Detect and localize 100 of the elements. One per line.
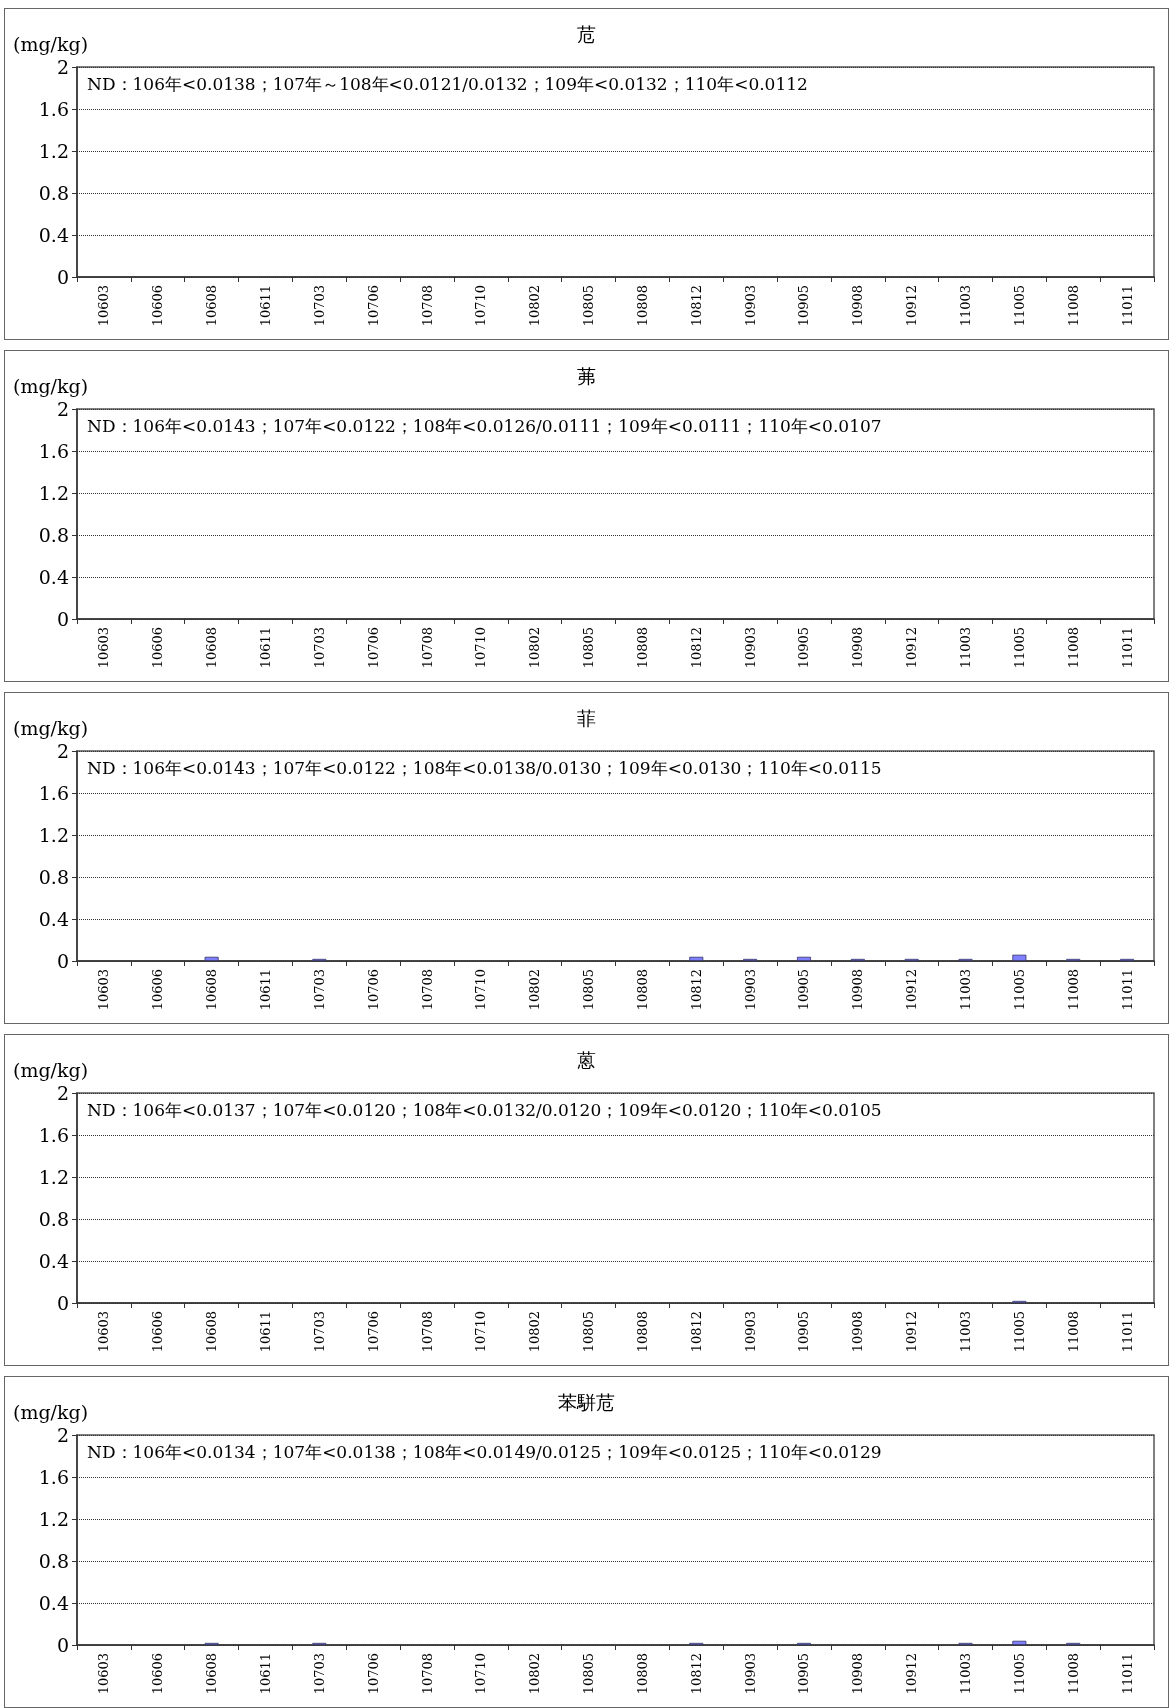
y-tick-label: 1.2 — [38, 1166, 69, 1188]
x-tick-label: 10908 — [850, 1653, 866, 1695]
x-tick-label: 10808 — [634, 285, 650, 327]
x-tick-label: 10903 — [742, 1653, 758, 1695]
x-tick-label: 10703 — [311, 285, 327, 327]
x-tick-label: 10603 — [96, 969, 112, 1011]
y-tick-label: 2 — [56, 56, 69, 78]
y-tick-label: 0 — [56, 608, 69, 630]
x-tick-label: 11008 — [1065, 1653, 1081, 1695]
x-tick-label: 10710 — [473, 627, 489, 669]
x-tick-label: 11011 — [1119, 1311, 1135, 1353]
chart-title: 菲 — [577, 706, 596, 729]
y-axis-title: (mg/kg) — [13, 1400, 89, 1423]
x-tick-label: 10908 — [850, 285, 866, 327]
x-tick-label: 10708 — [419, 285, 435, 327]
y-tick-label: 2 — [56, 398, 69, 420]
x-tick-label: 11005 — [1011, 1311, 1027, 1353]
x-tick-label: 10708 — [419, 1311, 435, 1353]
x-tick-label: 10611 — [257, 285, 273, 327]
x-tick-label: 10706 — [365, 627, 381, 669]
x-tick-label: 10703 — [311, 1653, 327, 1695]
x-tick-label: 10805 — [581, 1311, 597, 1353]
y-tick-label: 0.4 — [38, 224, 69, 246]
x-tick-label: 10703 — [311, 969, 327, 1011]
x-tick-label: 10706 — [365, 285, 381, 327]
x-tick-label: 11003 — [958, 969, 974, 1011]
x-tick-label: 10608 — [204, 1311, 220, 1353]
x-tick-label: 10812 — [688, 627, 704, 669]
x-tick-label: 10903 — [742, 285, 758, 327]
y-tick-label: 1.6 — [38, 1124, 69, 1146]
y-axis-title: (mg/kg) — [13, 716, 89, 739]
y-tick-label: 1.2 — [38, 824, 69, 846]
chart-title: 蒽 — [577, 1048, 596, 1071]
x-tick-label: 10706 — [365, 1653, 381, 1695]
annotation: ND：106年<0.0143；107年<0.0122；108年<0.0138/0.0130；109年<0.0130；110年<0.0115 — [87, 757, 882, 778]
x-tick-label: 11011 — [1119, 285, 1135, 327]
x-tick-label: 10606 — [150, 1653, 166, 1695]
x-tick-label: 10908 — [850, 1311, 866, 1353]
x-tick-label: 10805 — [581, 627, 597, 669]
x-tick-label: 11005 — [1011, 627, 1027, 669]
y-tick-label: 0.8 — [38, 866, 69, 888]
x-tick-label: 10703 — [311, 1311, 327, 1353]
y-tick-label: 1.6 — [38, 782, 69, 804]
x-tick-label: 10912 — [904, 285, 920, 327]
x-tick-label: 10903 — [742, 1311, 758, 1353]
y-tick-label: 1.2 — [38, 1508, 69, 1530]
x-tick-label: 10703 — [311, 627, 327, 669]
y-tick-label: 2 — [56, 1424, 69, 1446]
y-tick-label: 1.2 — [38, 140, 69, 162]
x-tick-label: 10710 — [473, 969, 489, 1011]
annotation: ND：106年<0.0134；107年<0.0138；108年<0.0149/0.0125；109年<0.0125；110年<0.0129 — [87, 1441, 882, 1462]
x-tick-label: 10812 — [688, 1311, 704, 1353]
y-tick-label: 1.6 — [38, 98, 69, 120]
y-axis-title: (mg/kg) — [13, 374, 89, 397]
x-tick-label: 10908 — [850, 627, 866, 669]
x-tick-label: 10908 — [850, 969, 866, 1011]
x-tick-label: 10802 — [527, 627, 543, 669]
y-tick-label: 0 — [56, 1634, 69, 1656]
y-tick-label: 0.4 — [38, 1250, 69, 1272]
y-tick-label: 1.6 — [38, 1466, 69, 1488]
x-tick-label: 10808 — [634, 627, 650, 669]
x-tick-label: 10606 — [150, 1311, 166, 1353]
x-tick-label: 10912 — [904, 627, 920, 669]
x-tick-label: 10812 — [688, 969, 704, 1011]
x-tick-label: 11011 — [1119, 627, 1135, 669]
x-tick-label: 10603 — [96, 1311, 112, 1353]
x-tick-label: 11003 — [958, 627, 974, 669]
x-tick-label: 10905 — [796, 1311, 812, 1353]
x-tick-label: 11011 — [1119, 1653, 1135, 1695]
x-tick-label: 10808 — [634, 1311, 650, 1353]
x-tick-label: 10603 — [96, 1653, 112, 1695]
x-tick-label: 10706 — [365, 969, 381, 1011]
x-tick-label: 10611 — [257, 969, 273, 1011]
x-tick-label: 10802 — [527, 969, 543, 1011]
y-tick-label: 0.4 — [38, 1592, 69, 1614]
annotation: ND：106年<0.0137；107年<0.0120；108年<0.0132/0.0120；109年<0.0120；110年<0.0105 — [87, 1099, 882, 1120]
x-tick-label: 10608 — [204, 1653, 220, 1695]
x-tick-label: 10706 — [365, 1311, 381, 1353]
y-tick-label: 0.8 — [38, 182, 69, 204]
x-tick-label: 10608 — [204, 285, 220, 327]
x-tick-label: 10912 — [904, 1311, 920, 1353]
x-tick-label: 11008 — [1065, 969, 1081, 1011]
x-tick-label: 10606 — [150, 285, 166, 327]
x-tick-label: 10912 — [904, 1653, 920, 1695]
x-tick-label: 10606 — [150, 969, 166, 1011]
y-tick-label: 0 — [56, 950, 69, 972]
x-tick-label: 10608 — [204, 627, 220, 669]
x-tick-label: 10708 — [419, 969, 435, 1011]
y-tick-label: 0.8 — [38, 1208, 69, 1230]
x-tick-label: 10708 — [419, 1653, 435, 1695]
annotation: ND：106年<0.0143；107年<0.0122；108年<0.0126/0.0111；109年<0.0111；110年<0.0107 — [87, 415, 882, 436]
chart-title: 苯駢苊 — [558, 1390, 615, 1413]
y-tick-label: 0 — [56, 266, 69, 288]
x-tick-label: 10802 — [527, 1653, 543, 1695]
x-tick-label: 10805 — [581, 969, 597, 1011]
x-tick-label: 10903 — [742, 969, 758, 1011]
y-tick-label: 2 — [56, 1082, 69, 1104]
x-tick-label: 10812 — [688, 1653, 704, 1695]
x-tick-label: 10805 — [581, 285, 597, 327]
x-tick-label: 11008 — [1065, 285, 1081, 327]
